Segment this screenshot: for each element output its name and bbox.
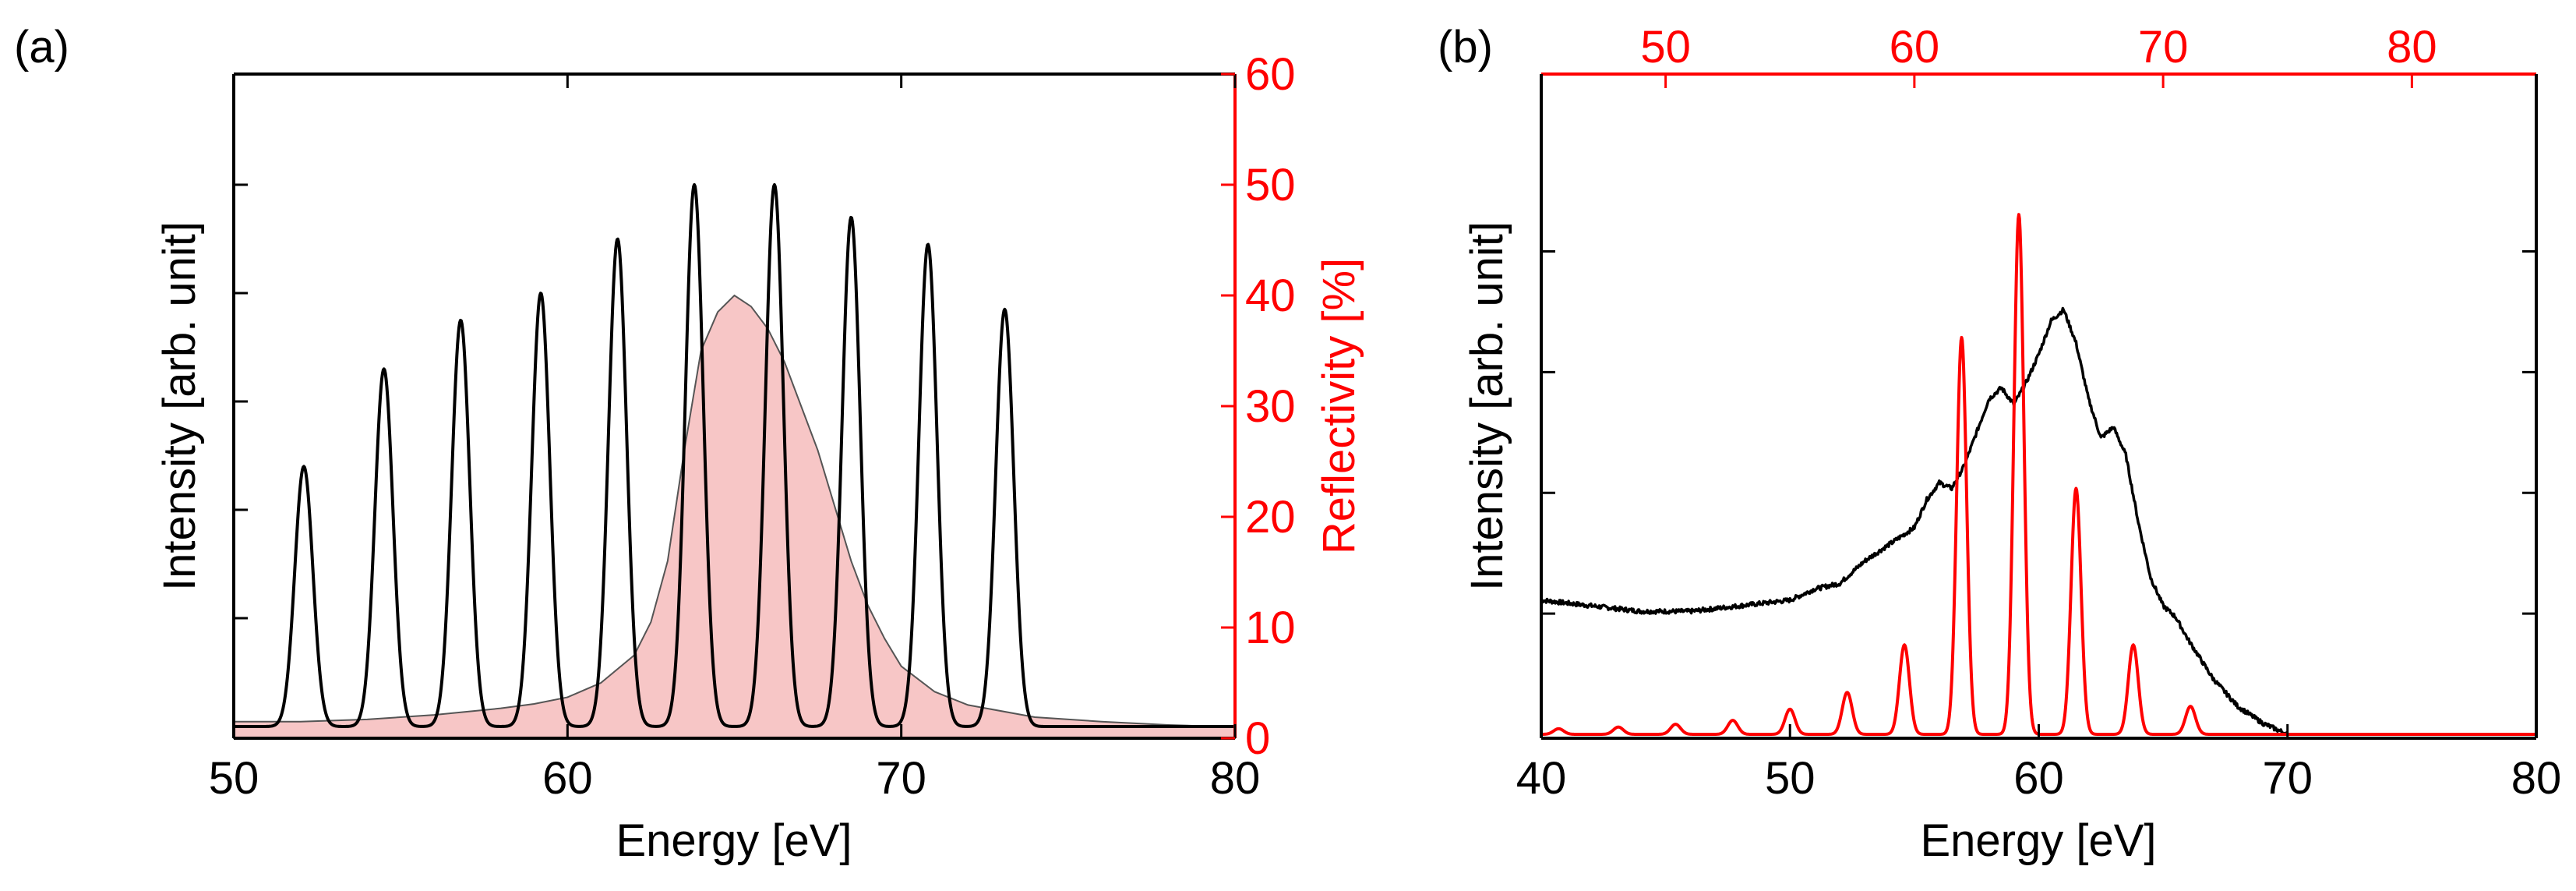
broadband-spectrum (1540, 306, 2288, 736)
b-top-tick-label-2: 70 (2138, 22, 2189, 72)
b-top-tick-label-1: 60 (1890, 22, 1940, 72)
a-x-tick-label-0: 50 (209, 753, 259, 804)
a-x-tick-labels: 50 60 70 80 (209, 753, 1261, 804)
b-x-tick-label-1: 50 (1765, 753, 1816, 804)
b-x-axis-label: Energy [eV] (1920, 815, 2156, 866)
panel-b: (b) 40 50 60 70 80 50 60 70 80 Energy [eV] Inte… (1438, 22, 2561, 866)
a-right-tick-label-0: 0 (1245, 713, 1270, 764)
harmonic-peaks-line (1540, 213, 2538, 736)
b-x-tick-label-2: 60 (2013, 753, 2064, 804)
reflectivity-area-path (233, 294, 1236, 739)
panel-b-label: (b) (1438, 22, 1493, 72)
b-top-tick-label-3: 80 (2387, 22, 2437, 72)
a-right-tick-label-6: 60 (1245, 49, 1296, 100)
a-right-tick-label-5: 50 (1245, 160, 1296, 210)
a-right-tick-label-1: 10 (1245, 603, 1296, 653)
b-top-tick-labels: 50 60 70 80 (1640, 22, 2437, 72)
a-x-tick-label-3: 80 (1210, 753, 1261, 804)
a-right-tick-labels: 0 10 20 30 40 50 60 (1245, 49, 1296, 764)
harmonic-peaks-a (232, 183, 1237, 728)
a-right-tick-label-3: 30 (1245, 381, 1296, 432)
a-right-axis-label: Reflectivity [%] (1314, 258, 1364, 554)
a-right-tick-label-4: 40 (1245, 270, 1296, 321)
b-x-tick-labels: 40 50 60 70 80 (1516, 753, 2562, 804)
b-ticks (1540, 74, 2538, 738)
a-ticks (232, 72, 1237, 740)
broadband-spectrum-line (1540, 306, 2288, 736)
b-x-tick-label-4: 80 (2511, 753, 2562, 804)
a-right-tick-label-2: 20 (1245, 492, 1296, 543)
panel-a-label: (a) (14, 22, 69, 72)
b-left-axis-label: Intensity [arb. unit] (1462, 221, 1512, 591)
harmonic-peaks-b (1540, 213, 2538, 736)
b-x-tick-label-3: 70 (2262, 753, 2313, 804)
a-left-axis-label: Intensity [arb. unit] (154, 221, 205, 591)
panel-a: (a) 50 60 70 80 0 10 20 30 40 50 60 Energy [eV] I… (14, 22, 1364, 866)
a-x-axis-label: Energy [eV] (616, 815, 852, 866)
a-x-tick-label-2: 70 (876, 753, 926, 804)
b-top-tick-label-0: 50 (1640, 22, 1691, 72)
reflectivity-area (233, 294, 1236, 739)
harmonic-spectrum-line (232, 183, 1237, 728)
a-x-tick-label-1: 60 (542, 753, 593, 804)
b-x-tick-label-0: 40 (1516, 753, 1567, 804)
